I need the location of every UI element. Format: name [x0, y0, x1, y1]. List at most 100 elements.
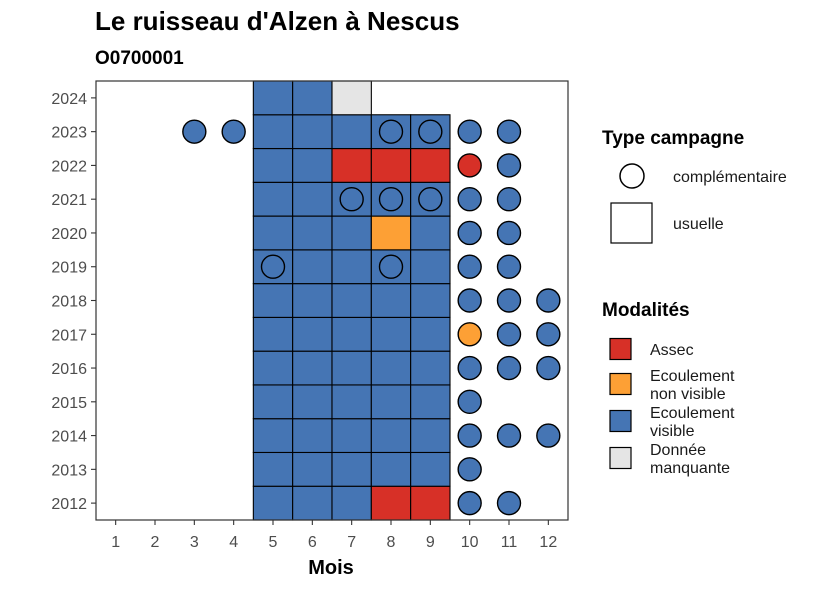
complementaire-point	[378, 119, 404, 144]
usuelle-tiles	[252, 80, 451, 521]
y-tick-label: 2024	[51, 91, 87, 108]
legend-label-complementaire: complémentaire	[673, 169, 787, 186]
complementaire-point	[496, 423, 522, 448]
complementaire-point	[457, 490, 482, 516]
plot-area	[95, 80, 569, 521]
legend-label-usuelle: usuelle	[673, 216, 724, 233]
complementaire-point	[457, 389, 482, 415]
usuelle-tile	[331, 80, 372, 116]
usuelle-tile	[410, 418, 451, 454]
usuelle-tile	[252, 181, 294, 217]
chart-subtitle: O0700001	[95, 48, 184, 69]
legend-modalites-title: Modalités	[602, 300, 690, 321]
usuelle-tile	[370, 350, 412, 386]
y-tick-label: 2013	[51, 462, 87, 479]
legend-label-enonvis: Ecoulement	[650, 368, 735, 385]
complementaire-point	[457, 355, 482, 381]
y-tick-label: 2014	[51, 429, 87, 446]
complementaire-point	[457, 119, 482, 144]
complementaire-point	[536, 288, 561, 313]
complementaire-point	[496, 490, 522, 516]
usuelle-tile	[331, 485, 372, 521]
usuelle-tile	[292, 215, 333, 251]
usuelle-tile	[410, 316, 451, 352]
usuelle-tile	[252, 384, 294, 420]
x-axis: 1 2 3 4 5 6 7 8 9 10 11 12	[111, 520, 557, 551]
complementaire-point	[536, 355, 561, 381]
legend-key-enonvis	[609, 372, 632, 396]
x-tick-label: 5	[269, 534, 278, 551]
y-tick-label: 2019	[51, 260, 87, 277]
legend-key-assec	[609, 337, 632, 361]
usuelle-tile	[252, 451, 294, 487]
usuelle-tile	[292, 316, 333, 352]
y-tick-label: 2018	[51, 294, 87, 311]
complementaire-point	[339, 186, 364, 212]
legend-type-campagne-title: Type campagne	[602, 128, 744, 149]
complementaire-point	[457, 423, 482, 448]
legend-key-evis	[609, 409, 632, 433]
usuelle-tile	[370, 215, 412, 251]
usuelle-tile	[331, 114, 372, 150]
usuelle-tile	[292, 350, 333, 386]
x-tick-label: 12	[539, 534, 557, 551]
y-tick-label: 2012	[51, 496, 87, 513]
usuelle-tile	[370, 418, 412, 454]
complementaire-point	[378, 186, 404, 212]
usuelle-tile	[370, 283, 412, 318]
usuelle-tile	[410, 283, 451, 318]
usuelle-tile	[331, 451, 372, 487]
x-tick-label: 8	[387, 534, 396, 551]
complementaire-point	[496, 186, 522, 212]
complementaire-point	[221, 119, 246, 144]
legend-label-manq: Donnée	[650, 442, 706, 459]
complementaire-point	[496, 355, 522, 381]
usuelle-tile	[370, 147, 412, 183]
legend-square-key	[610, 202, 653, 244]
complementaire-point	[457, 153, 482, 178]
x-tick-label: 3	[190, 534, 199, 551]
usuelle-tile	[331, 384, 372, 420]
usuelle-tile	[410, 384, 451, 420]
y-tick-label: 2017	[51, 327, 87, 344]
usuelle-tile	[292, 114, 333, 150]
legend-key-manq	[609, 446, 632, 470]
usuelle-tile	[410, 350, 451, 386]
legend-label-evis: Ecoulement	[650, 405, 735, 422]
y-tick-label: 2015	[51, 395, 87, 412]
y-tick-label: 2016	[51, 361, 87, 378]
usuelle-tile	[410, 485, 451, 521]
complementaire-point	[457, 254, 482, 279]
legend-label-evis: visible	[650, 423, 695, 440]
complementaire-point	[457, 186, 482, 212]
usuelle-tile	[370, 485, 412, 521]
complementaire-points	[182, 119, 561, 516]
y-tick-label: 2020	[51, 226, 87, 243]
legend-label-assec: Assec	[650, 342, 694, 359]
complementaire-point	[496, 322, 522, 347]
usuelle-tile	[252, 215, 294, 251]
x-tick-label: 1	[111, 534, 120, 551]
x-tick-label: 11	[501, 534, 518, 551]
complementaire-point	[496, 288, 522, 313]
complementaire-point	[457, 322, 482, 347]
usuelle-tile	[331, 316, 372, 352]
usuelle-tile	[331, 147, 372, 183]
chart-title: Le ruisseau d'Alzen à Nescus	[95, 6, 460, 36]
usuelle-tile	[292, 418, 333, 454]
complementaire-point	[496, 254, 522, 279]
usuelle-tile	[252, 114, 294, 150]
x-tick-label: 9	[426, 534, 435, 551]
complementaire-point	[378, 254, 404, 279]
usuelle-tile	[292, 384, 333, 420]
complementaire-point	[457, 220, 482, 246]
complementaire-point	[536, 322, 561, 347]
usuelle-tile	[292, 80, 333, 116]
complementaire-point	[418, 119, 443, 144]
x-tick-label: 7	[347, 534, 356, 551]
usuelle-tile	[410, 451, 451, 487]
usuelle-tile	[252, 350, 294, 386]
legend-label-enonvis: non visible	[650, 386, 726, 403]
usuelle-tile	[252, 147, 294, 183]
